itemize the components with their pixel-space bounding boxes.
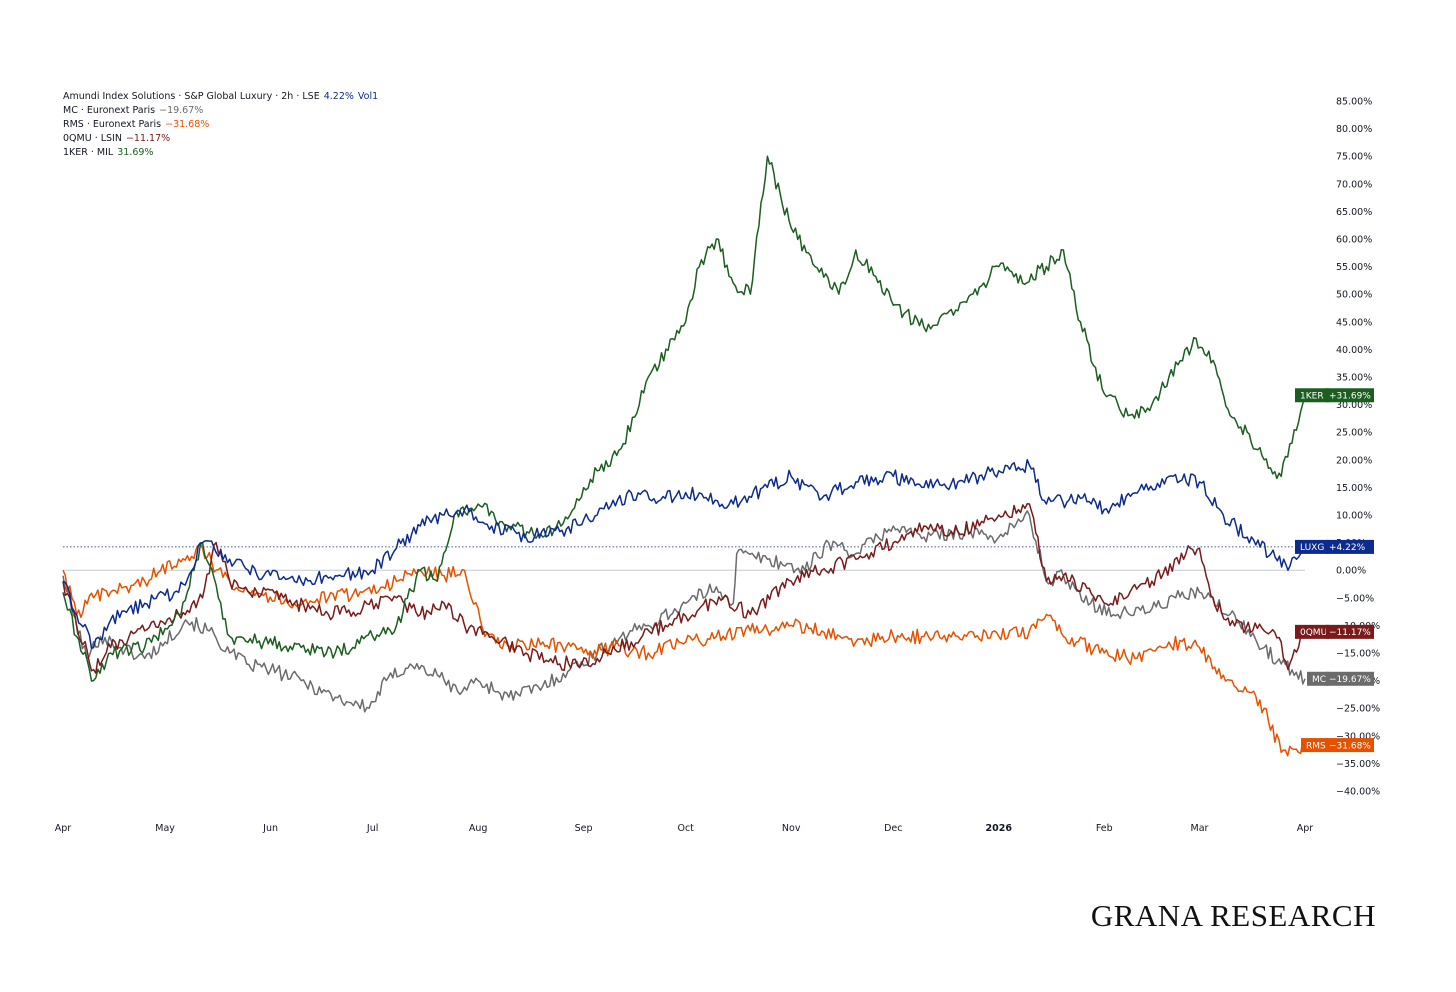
x-tick-label: Mar: [1191, 823, 1209, 834]
series-tag-name-bg: [1295, 624, 1329, 639]
x-tick-label: Jul: [366, 823, 378, 834]
x-tick-label: Jun: [262, 823, 278, 834]
x-tick-label: 2026: [986, 823, 1013, 834]
x-tick-label: Apr: [1297, 823, 1314, 834]
legend-value: −11.17%: [125, 133, 171, 144]
x-tick-label: Feb: [1096, 823, 1113, 834]
y-tick-label: 70.00%: [1336, 179, 1372, 190]
x-tick-label: Aug: [469, 823, 488, 834]
series-tag-value: −11.17%: [1329, 628, 1371, 638]
legend-entry-1ker: 1KER · MIL 31.69%: [63, 146, 378, 160]
series-line-rms: [62, 543, 1306, 757]
series-tag-value-bg: [1326, 624, 1374, 639]
legend-extra: Vol1: [357, 91, 379, 102]
series-tag-name-bg: [1295, 539, 1329, 554]
legend-value: −19.67%: [159, 105, 204, 116]
y-tick-label: 35.00%: [1336, 373, 1372, 384]
series-tag-name: MC: [1312, 675, 1326, 685]
y-tick-label: 10.00%: [1336, 511, 1372, 522]
x-tick-label: Apr: [55, 823, 72, 834]
legend-label: MC · Euronext Paris: [63, 105, 156, 116]
y-tick-label: −35.00%: [1336, 759, 1380, 770]
series-tag-name-bg: [1295, 388, 1329, 403]
legend-value: 31.69%: [117, 147, 154, 158]
x-tick-label: Sep: [575, 823, 593, 834]
y-tick-label: −40.00%: [1336, 787, 1380, 798]
y-tick-label: −30.00%: [1336, 731, 1380, 742]
y-tick-label: 55.00%: [1336, 262, 1372, 273]
y-tick-label: 50.00%: [1336, 290, 1372, 301]
series-tag-name-bg: [1307, 671, 1329, 686]
legend-label: 1KER · MIL: [63, 147, 114, 158]
series-line-luxg: [62, 458, 1306, 650]
y-tick-label: 65.00%: [1336, 207, 1372, 218]
series-tag-value: +4.22%: [1329, 543, 1366, 553]
series-tag-name-bg: [1301, 738, 1329, 753]
legend-entry-luxg: Amundi Index Solutions · S&P Global Luxu…: [63, 90, 378, 104]
y-tick-label: 80.00%: [1336, 124, 1372, 135]
y-tick-label: 75.00%: [1336, 152, 1372, 163]
series-tag-value: −19.67%: [1329, 675, 1371, 685]
series-tag-value: −31.68%: [1329, 741, 1371, 751]
y-tick-label: 85.00%: [1336, 97, 1372, 108]
y-tick-label: −5.00%: [1336, 593, 1374, 604]
x-tick-label: Oct: [677, 823, 694, 834]
series-tag-value: +31.69%: [1329, 391, 1371, 401]
y-tick-label: 30.00%: [1336, 400, 1372, 411]
series-tag-name: 0QMU: [1300, 628, 1327, 638]
series-line-1ker: [62, 155, 1306, 682]
y-tick-label: 15.00%: [1336, 483, 1372, 494]
legend-entry-rms: RMS · Euronext Paris −31.68%: [63, 118, 378, 132]
watermark: GRANA RESEARCH: [1090, 898, 1376, 933]
legend-entry-0qmu: 0QMU · LSIN −11.17%: [63, 132, 378, 146]
legend-label: RMS · Euronext Paris: [63, 119, 162, 130]
y-tick-label: 0.00%: [1336, 566, 1366, 577]
y-tick-label: 40.00%: [1336, 345, 1372, 356]
series-line-mc: [62, 510, 1306, 713]
series-tag-value-bg: [1326, 539, 1374, 554]
legend-entry-mc: MC · Euronext Paris −19.67%: [63, 104, 378, 118]
x-tick-label: Dec: [884, 823, 902, 834]
legend-label: 0QMU · LSIN: [63, 133, 122, 144]
chart-legend: Amundi Index Solutions · S&P Global Luxu…: [63, 90, 378, 160]
x-tick-label: May: [155, 823, 175, 834]
series-line-0qmu: [62, 503, 1306, 674]
series-tag-value-bg: [1326, 738, 1374, 753]
y-tick-label: −25.00%: [1336, 704, 1380, 715]
series-tag-value-bg: [1326, 671, 1374, 686]
series-tag-value-bg: [1326, 388, 1374, 403]
legend-value: −31.68%: [165, 119, 210, 130]
y-tick-label: −15.00%: [1336, 649, 1380, 660]
legend-label: Amundi Index Solutions · S&P Global Luxu…: [63, 91, 320, 102]
y-tick-label: 60.00%: [1336, 235, 1372, 246]
y-tick-label: 20.00%: [1336, 455, 1372, 466]
x-tick-label: Nov: [782, 823, 801, 834]
series-tag-name: 1KER: [1300, 391, 1324, 401]
legend-value: 4.22%: [323, 91, 354, 102]
y-tick-label: 45.00%: [1336, 317, 1372, 328]
series-tag-name: LUXG: [1300, 543, 1324, 553]
y-tick-label: 25.00%: [1336, 428, 1372, 439]
series-tag-name: RMS: [1306, 741, 1326, 751]
